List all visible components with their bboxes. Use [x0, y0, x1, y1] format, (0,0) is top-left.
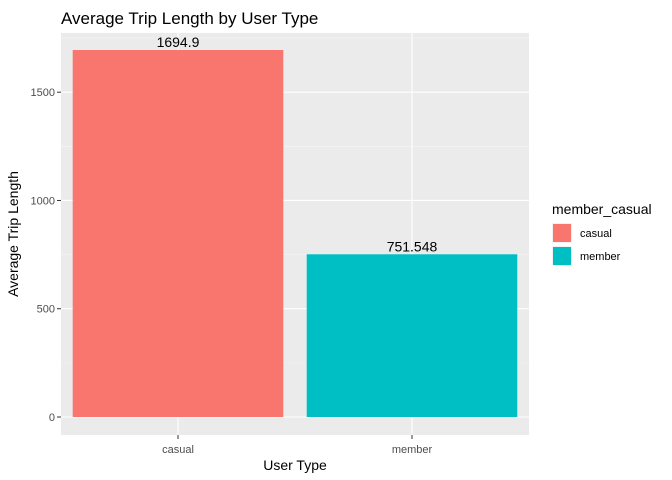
bars: [72, 50, 518, 417]
y-axis: 0 500 1000 1500: [31, 87, 61, 424]
bar-label-member: 751.548: [387, 238, 438, 254]
legend-swatch-casual: [553, 224, 571, 242]
legend-label-casual: casual: [580, 228, 612, 240]
legend-swatch-member: [553, 247, 571, 265]
x-tick-label: member: [392, 444, 433, 456]
bar-label-casual: 1694.9: [157, 34, 200, 50]
bar-member: [306, 254, 518, 417]
y-tick-label: 500: [37, 304, 55, 316]
x-axis-title: User Type: [263, 457, 327, 473]
legend: member_casual casual member: [552, 201, 652, 266]
bar-data-labels: 1694.9 751.548: [157, 34, 438, 254]
legend-label-member: member: [580, 251, 621, 263]
y-tick-label: 1500: [31, 87, 55, 99]
y-tick-label: 0: [49, 412, 55, 424]
x-tick-label: casual: [162, 444, 194, 456]
legend-title: member_casual: [552, 201, 652, 217]
y-axis-title: Average Trip Length: [5, 171, 21, 297]
bar-casual: [72, 50, 284, 417]
y-tick-label: 1000: [31, 195, 55, 207]
x-axis: casual member: [162, 435, 433, 456]
chart-title: Average Trip Length by User Type: [61, 9, 318, 28]
